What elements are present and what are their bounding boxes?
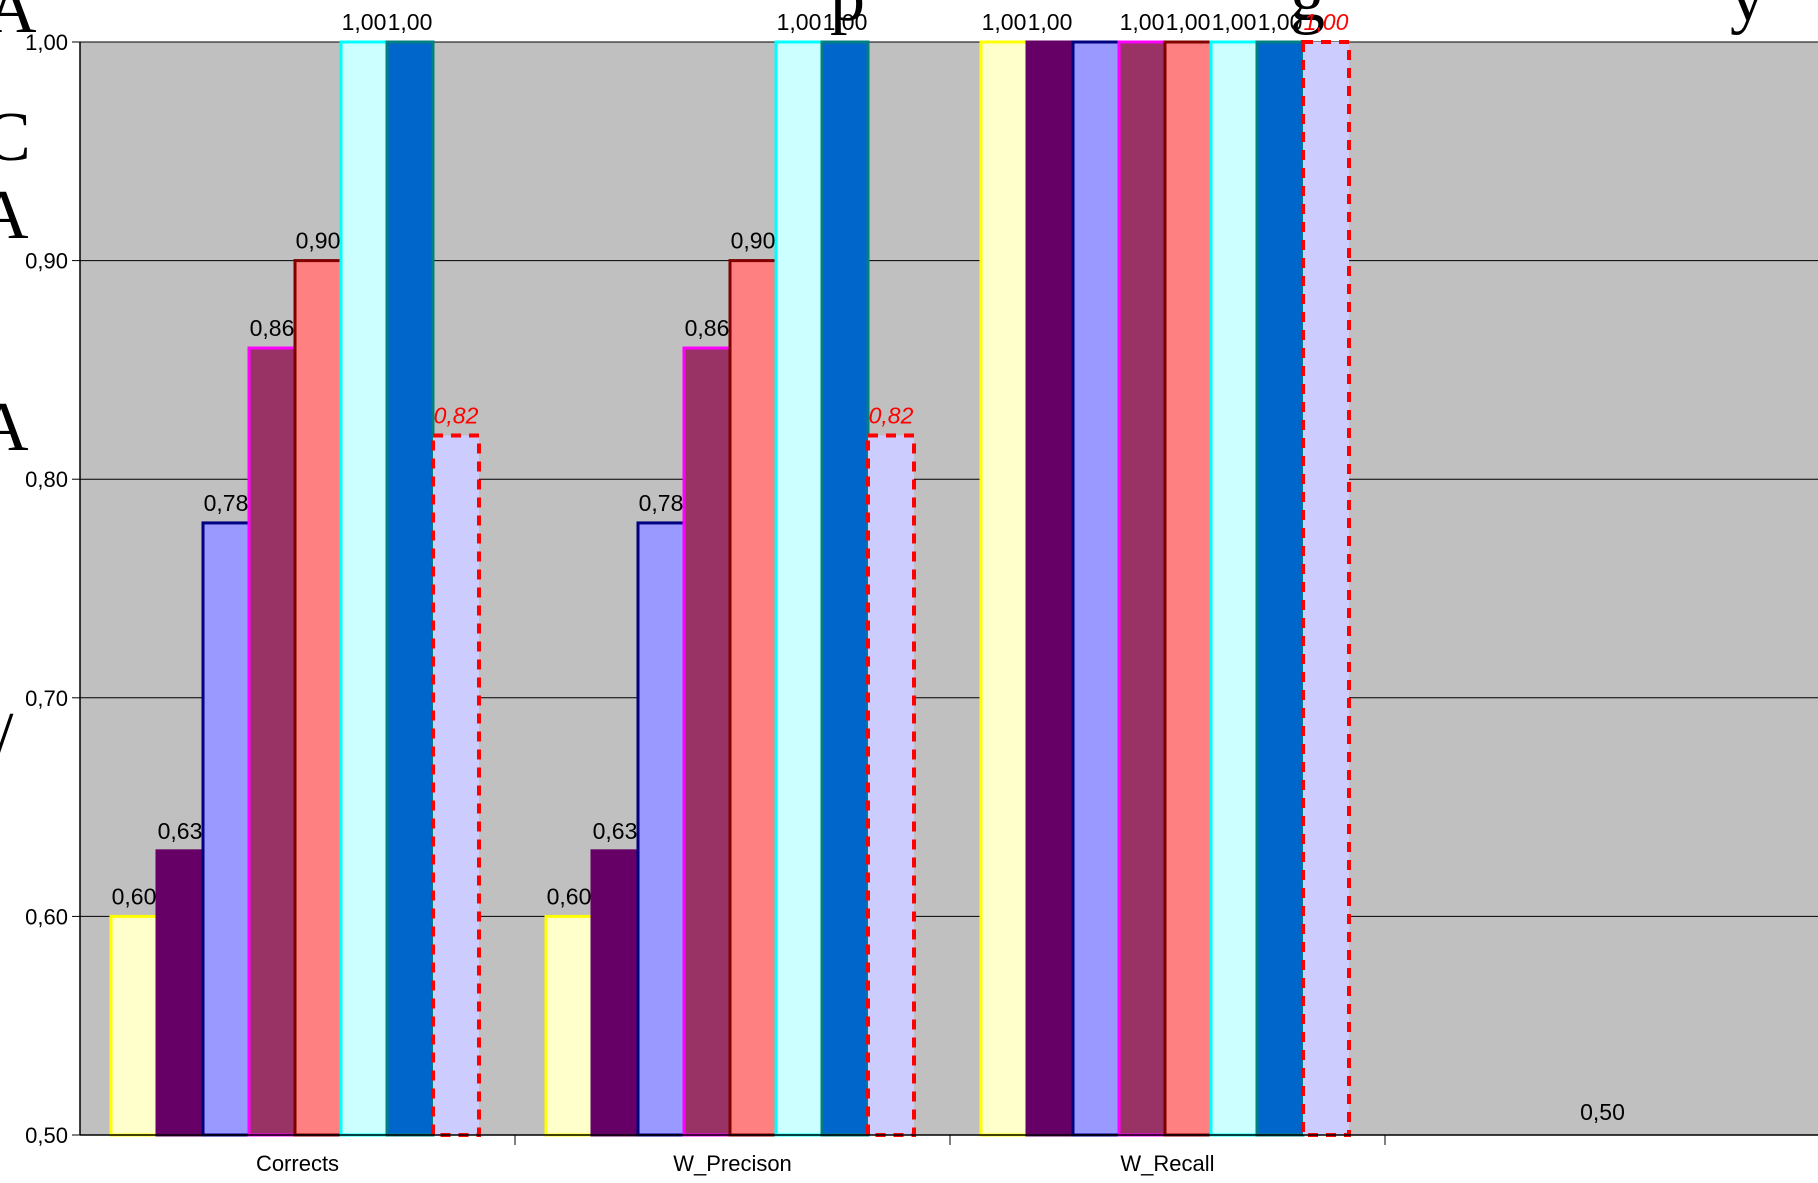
- data-label: 0,78: [204, 490, 249, 516]
- bar: [1071, 40, 1121, 1137]
- bar: [544, 914, 594, 1137]
- data-label: 0,90: [731, 228, 776, 254]
- data-labels: 0,60 0,60 1,00 0,63 0,63 1,00 0,78 0,78 0,86 0,86…: [112, 9, 1625, 1125]
- data-label: 1,00: [1028, 9, 1073, 35]
- bar: [247, 346, 297, 1137]
- data-label: 0,78: [639, 490, 684, 516]
- title-fragment: y: [1730, 0, 1765, 36]
- data-label: 0,90: [296, 228, 341, 254]
- y-tick-label: 0,90: [25, 249, 68, 274]
- bar: [385, 40, 435, 1137]
- bar: [1163, 40, 1213, 1137]
- y-tick-label: 0,60: [25, 904, 68, 929]
- bar: [728, 259, 778, 1137]
- bar: [636, 521, 686, 1137]
- x-category-label: W_Recall: [1120, 1151, 1214, 1176]
- bar: [820, 40, 870, 1137]
- data-label: 1,00: [982, 9, 1027, 35]
- title-fragment: A: [0, 0, 37, 48]
- bar: [682, 346, 732, 1137]
- data-label: 1,00: [777, 9, 822, 35]
- data-label: 0,63: [593, 818, 638, 844]
- data-label: 1,00: [1304, 9, 1349, 35]
- title-fragment: C: [0, 99, 31, 176]
- data-label: 0,50: [1580, 1099, 1625, 1125]
- title-fragment: A: [0, 389, 29, 466]
- data-label: 1,00: [1120, 9, 1165, 35]
- x-category-label: W_Precison: [673, 1151, 792, 1176]
- bar: [590, 849, 640, 1137]
- x-category-label: Corrects: [256, 1151, 339, 1176]
- bar: [109, 914, 159, 1137]
- title-fragment: p: [830, 0, 865, 36]
- bar: [1025, 40, 1075, 1137]
- data-label: 0,82: [869, 402, 914, 428]
- data-label: 0,60: [547, 883, 592, 909]
- title-fragment: A: [0, 177, 29, 254]
- data-label: 0,86: [685, 315, 730, 341]
- data-label: 1,00: [823, 9, 868, 35]
- bars: [109, 40, 1351, 1138]
- data-label: 1,00: [388, 9, 433, 35]
- data-label: 0,86: [250, 315, 295, 341]
- bar: [339, 40, 389, 1137]
- bar: [866, 433, 916, 1138]
- data-label: 1,00: [1212, 9, 1257, 35]
- data-label: 0,60: [112, 883, 157, 909]
- data-label: 1,00: [342, 9, 387, 35]
- cropped-title-fragments: A C A A / p g y: [0, 0, 1765, 776]
- y-tick-label: 0,80: [25, 467, 68, 492]
- data-label: 1,00: [1258, 9, 1303, 35]
- y-axis-tick-labels: 0,50 0,60 0,70 0,80 0,90 1,00: [25, 30, 68, 1148]
- bar: [1209, 40, 1259, 1137]
- bar: [1117, 40, 1167, 1137]
- bar: [979, 40, 1029, 1137]
- title-fragment: g: [1290, 0, 1325, 36]
- bar: [774, 40, 824, 1137]
- title-fragment: /: [0, 699, 14, 776]
- bar: [155, 849, 205, 1137]
- bar: [1301, 40, 1351, 1137]
- data-label: 1,00: [1166, 9, 1211, 35]
- data-label: 0,82: [434, 402, 479, 428]
- bar: [1255, 40, 1305, 1137]
- y-tick-label: 0,50: [25, 1123, 68, 1148]
- bar: [293, 259, 343, 1137]
- y-tick-label: 1,00: [25, 30, 68, 55]
- x-axis-category-labels: Corrects W_Precison W_Recall: [256, 1151, 1215, 1176]
- bar: [431, 433, 481, 1138]
- y-tick-label: 0,70: [25, 686, 68, 711]
- axes: [72, 41, 1818, 1145]
- bar: [201, 521, 251, 1137]
- data-label: 0,63: [158, 818, 203, 844]
